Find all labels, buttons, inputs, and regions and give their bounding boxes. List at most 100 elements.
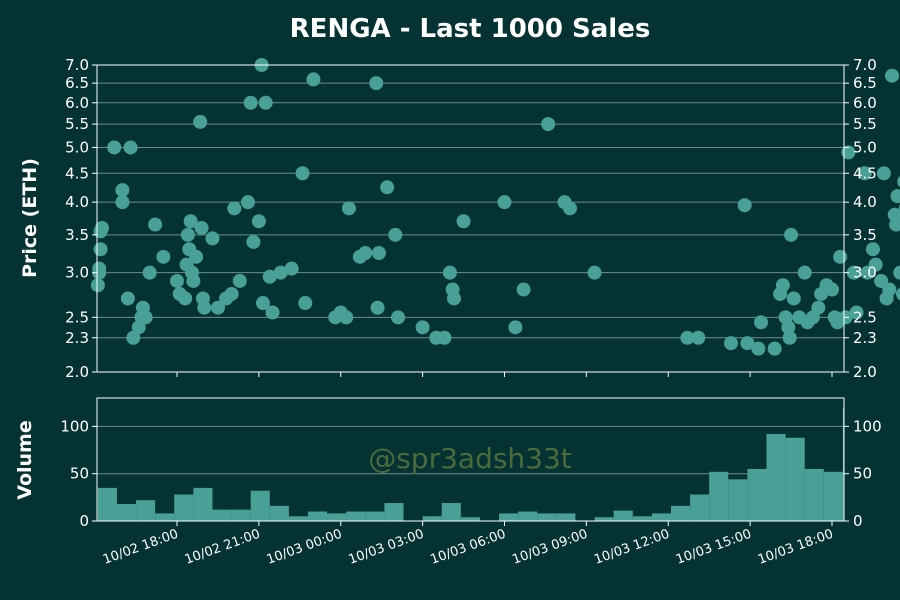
price-tick-label-right: 3.0 [853,264,877,282]
price-point [893,265,900,280]
price-grid [97,64,844,373]
price-tick-label-right: 2.5 [853,308,877,326]
price-points [90,58,900,356]
price-point [497,195,512,210]
price-point [849,305,864,320]
price-point [876,166,891,181]
volume-bar [728,479,748,521]
price-point [227,201,242,216]
price-point [120,291,135,306]
price-tick-label: 2.0 [65,363,89,381]
price-point [115,183,130,198]
price-tick-label: 3.5 [65,226,89,244]
price-point [456,214,471,229]
volume-bar [460,517,480,521]
price-tick-label: 5.0 [65,138,89,156]
price-point [391,310,406,325]
volume-tick-label-right: 0 [853,512,863,530]
chart-title: RENGA - Last 1000 Sales [290,14,651,44]
price-tick-label: 4.5 [65,164,89,182]
price-tick-label-right: 5.5 [853,115,877,133]
price-point [92,261,107,276]
price-point [90,278,105,293]
price-point [865,242,880,257]
price-tick-label: 4.0 [65,193,89,211]
price-point [541,117,556,132]
price-plot-frame [96,64,845,373]
volume-bar [651,513,671,521]
price-tick-label: 2.3 [65,329,89,347]
price-point [262,269,277,284]
price-tick-label-right: 7.0 [853,56,877,74]
price-point [380,180,395,195]
price-ticks: 2.0 2.0 2.3 2.3 2.5 2.5 3.0 3.0 3.5 3.5 4.0 4.0 4.5 4… [65,56,877,381]
price-point [370,300,385,315]
price-point [93,242,108,257]
price-point [841,145,856,160]
price-point [197,300,212,315]
volume-plot-frame [96,397,845,522]
volume-bar [823,471,843,521]
volume-bar [212,509,232,521]
price-point [240,195,255,210]
price-point [882,282,897,297]
volume-bar [269,505,289,521]
watermark-text: @spr3adsh33t [368,442,572,475]
price-point [232,273,247,288]
volume-bar [250,490,270,521]
price-point [388,227,403,242]
price-point [371,246,386,261]
price-point [224,286,239,301]
price-point [437,330,452,345]
price-point [180,227,195,242]
price-point [94,220,109,235]
volume-bar [384,503,404,521]
price-tick-label: 6.5 [65,74,89,92]
price-point [857,166,872,181]
price-point [897,176,900,188]
price-point [194,220,209,235]
price-point [306,72,321,87]
price-point [797,265,812,280]
price-point [587,265,602,280]
price-point [754,315,769,330]
price-point [825,282,839,297]
price-point [767,341,782,356]
volume-bar [136,500,156,521]
volume-bar [174,494,194,521]
price-tick-label-right: 4.0 [853,193,877,211]
volume-bar [632,516,652,521]
price-point [895,287,900,301]
price-point [243,95,258,110]
volume-bar [709,471,729,521]
price-point [123,140,138,155]
volume-bar [327,513,347,521]
price-point [751,341,766,356]
price-point [516,282,531,297]
volume-bar [766,433,786,521]
price-point [138,310,153,325]
price-point [339,310,354,325]
price-point [273,265,288,280]
price-point [295,166,310,181]
volume-bar [690,494,710,521]
volume-bar [193,487,213,521]
price-point [126,330,141,345]
price-point [868,257,883,272]
price-point [811,300,826,315]
price-point [210,300,225,315]
volume-bar [97,487,117,521]
price-point [142,265,157,280]
price-point [246,234,261,249]
volume-bar [747,468,767,521]
price-point [784,227,799,242]
price-point [680,330,695,345]
price-point [358,246,373,261]
volume-bar [499,513,519,521]
price-point [442,265,457,280]
volume-bar [613,510,633,521]
volume-bar [670,505,691,521]
price-tick-label: 3.0 [65,264,89,282]
price-tick-label-right: 6.0 [853,94,877,112]
